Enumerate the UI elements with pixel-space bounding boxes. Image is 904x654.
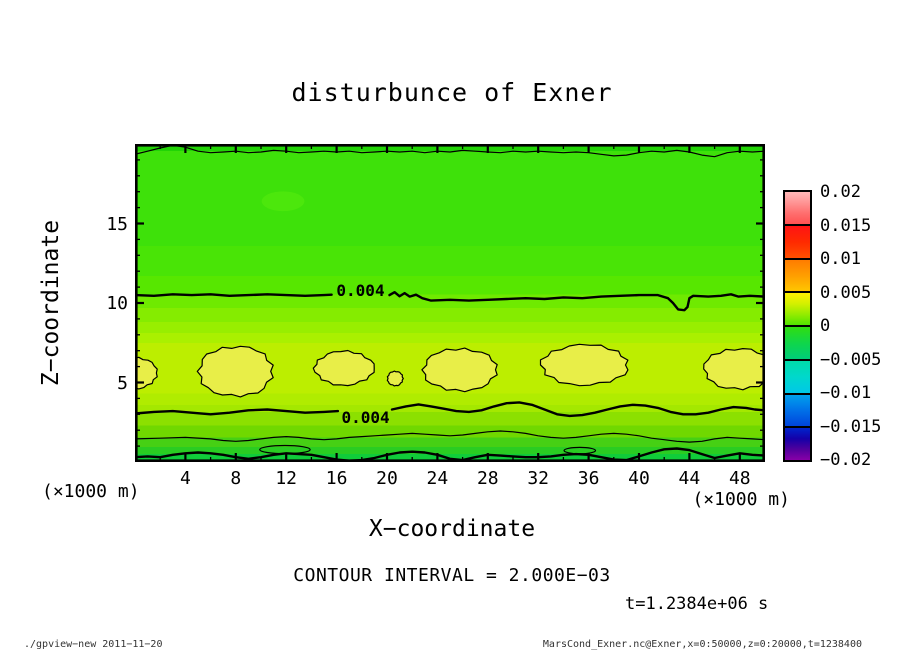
contour-interval-text: CONTOUR INTERVAL = 2.000E−03: [293, 565, 611, 586]
colorbar-segment: [785, 257, 810, 292]
x-tick-label: 4: [179, 468, 191, 489]
x-tick-label: 8: [230, 468, 242, 489]
colorbar-label: 0.02: [820, 182, 861, 202]
colorbar-segment: [785, 291, 810, 325]
x-tick-label: 20: [376, 468, 398, 489]
colorbar-label: 0: [820, 316, 831, 336]
x-tick-label: 32: [527, 468, 550, 489]
colorbar-label: 0.015: [820, 215, 872, 236]
svg-text:0.004: 0.004: [336, 281, 384, 300]
svg-text:0.004: 0.004: [342, 408, 390, 427]
colorbar-label: −0.015: [820, 416, 882, 437]
colorbar-label: −0.02: [820, 450, 872, 470]
y-tick-label: 10: [106, 293, 128, 314]
y-tick-label: 5: [117, 372, 128, 394]
y-axis-title: Z−coordinate: [38, 219, 64, 387]
colorbar-segment: [785, 392, 810, 427]
colorbar-segment: [785, 325, 810, 359]
x-tick-label: 40: [628, 468, 650, 489]
colorbar-segment: [785, 426, 810, 460]
x-tick-label: 28: [476, 468, 499, 489]
x-tick-label: 24: [426, 468, 449, 489]
colorbar-segment: [785, 223, 810, 258]
colorbar: [783, 190, 812, 462]
contour-plot: 0.004 0.004: [135, 144, 765, 462]
y-tick-label: 15: [106, 213, 128, 235]
x-axis-unit: (×1000 m): [692, 489, 790, 510]
footer-source: MarsCond_Exner.nc@Exner,x=0:50000,z=0:20…: [542, 639, 862, 650]
colorbar-segment: [785, 192, 810, 224]
y-axis-unit: (×1000 m): [42, 481, 140, 502]
colorbar-label: 0.005: [820, 282, 872, 303]
x-axis-title: X−coordinate: [368, 516, 536, 542]
x-tick-label: 36: [577, 468, 600, 489]
plot-title: disturbunce of Exner: [291, 78, 613, 107]
colorbar-label: −0.005: [820, 349, 882, 370]
colorbar-segment: [785, 358, 810, 393]
x-tick-label: 16: [325, 468, 348, 489]
x-tick-label: 48: [728, 468, 751, 489]
time-annotation: t=1.2384e+06 s: [625, 594, 769, 614]
x-tick-label: 44: [678, 468, 701, 489]
x-tick-label: 12: [275, 468, 298, 489]
colorbar-label: 0.01: [820, 249, 861, 269]
footer-command: ./gpview−new 2011−11−20: [24, 639, 163, 650]
colorbar-label: −0.01: [820, 383, 872, 403]
